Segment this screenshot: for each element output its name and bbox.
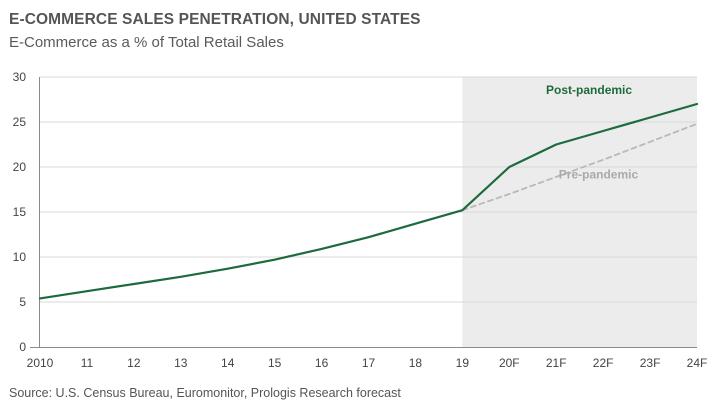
x-tick-label: 23F (640, 356, 661, 370)
x-tick-label: 14 (221, 356, 235, 370)
pre-pandemic-line (461, 122, 698, 212)
pre-pandemic-label: Pre-pandemic (559, 168, 639, 182)
x-tick-label: 21F (546, 356, 567, 370)
y-tick-label: 25 (13, 115, 27, 129)
x-tick-label: 11 (81, 356, 94, 370)
source-note: Source: U.S. Census Bureau, Euromonitor,… (9, 386, 401, 400)
y-tick-label: 0 (19, 340, 26, 354)
y-tick-label: 20 (13, 160, 27, 174)
y-tick-label: 30 (13, 70, 27, 84)
x-tick-label: 19 (456, 356, 470, 370)
post-pandemic-line (38, 102, 699, 300)
x-tick-label: 22F (593, 356, 614, 370)
x-tick-label: 24F (687, 356, 708, 370)
x-tick-label: 18 (409, 356, 423, 370)
y-tick-label: 10 (13, 250, 27, 264)
y-tick-label: 5 (19, 295, 26, 309)
x-tick-label: 16 (315, 356, 329, 370)
x-tick-label: 13 (174, 356, 188, 370)
chart-title: E-COMMERCE SALES PENETRATION, UNITED STA… (9, 11, 421, 28)
x-tick-label: 20F (499, 356, 520, 370)
post-pandemic-label: Post-pandemic (546, 83, 632, 97)
chart-subtitle: E-Commerce as a % of Total Retail Sales (9, 34, 284, 51)
x-tick-label: 15 (268, 356, 282, 370)
x-tick-label: 12 (127, 356, 141, 370)
x-tick-label: 2010 (27, 356, 54, 370)
x-tick-label: 17 (362, 356, 376, 370)
y-tick-label: 15 (13, 205, 27, 219)
